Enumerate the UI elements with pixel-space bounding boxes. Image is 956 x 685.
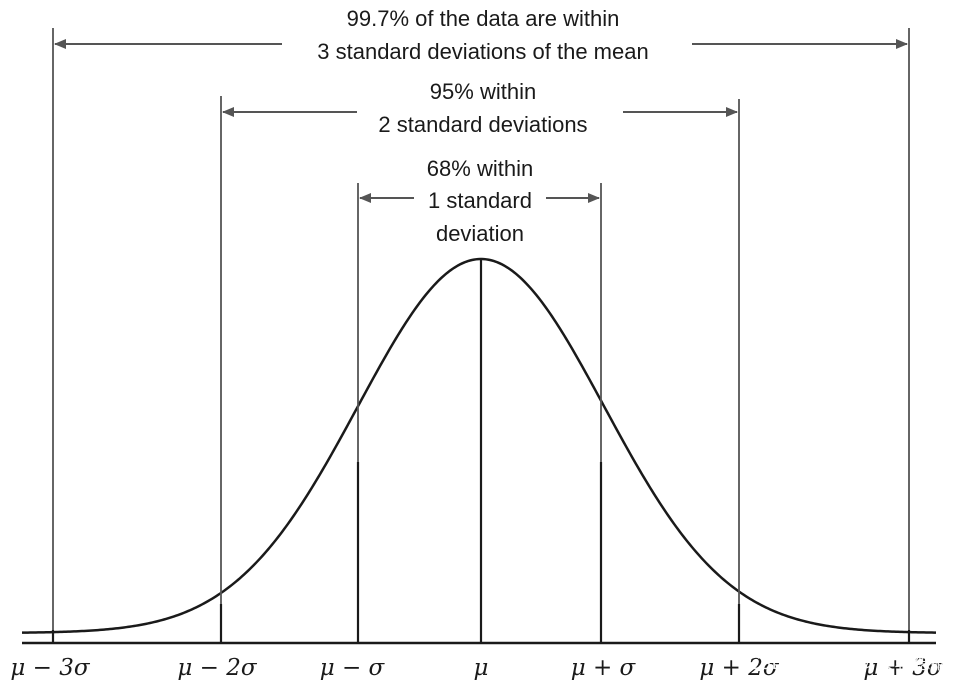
tick-label-minus-3-sigma: μ − 3σ <box>10 655 90 681</box>
tick-label-plus-1-sigma: μ + σ <box>571 655 637 681</box>
two-sigma-annotation-line1: 95% within <box>430 79 536 104</box>
two-sigma-annotation-line2: 2 standard deviations <box>378 112 587 137</box>
one-sigma-annotation-line2: 1 standard <box>428 188 532 213</box>
tick-label-minus-1-sigma: μ − σ <box>320 655 386 681</box>
one-sigma-annotation-line3: deviation <box>436 221 524 246</box>
tick-label-plus-2-sigma: μ + 2σ <box>699 655 779 681</box>
three-sigma-annotation-line1: 99.7% of the data are within <box>347 6 620 31</box>
watermark-text: CSDN @妙龄少女郭德纲 <box>747 653 948 674</box>
three-sigma-annotation-line2: 3 standard deviations of the mean <box>317 39 648 64</box>
tick-label-mean: μ <box>474 655 489 681</box>
tick-label-plus-3-sigma: μ + 3σ <box>863 655 943 681</box>
tick-label-minus-2-sigma: μ − 2σ <box>177 655 257 681</box>
bell-curve <box>21 257 937 634</box>
one-sigma-annotation-line1: 68% within <box>427 156 533 181</box>
